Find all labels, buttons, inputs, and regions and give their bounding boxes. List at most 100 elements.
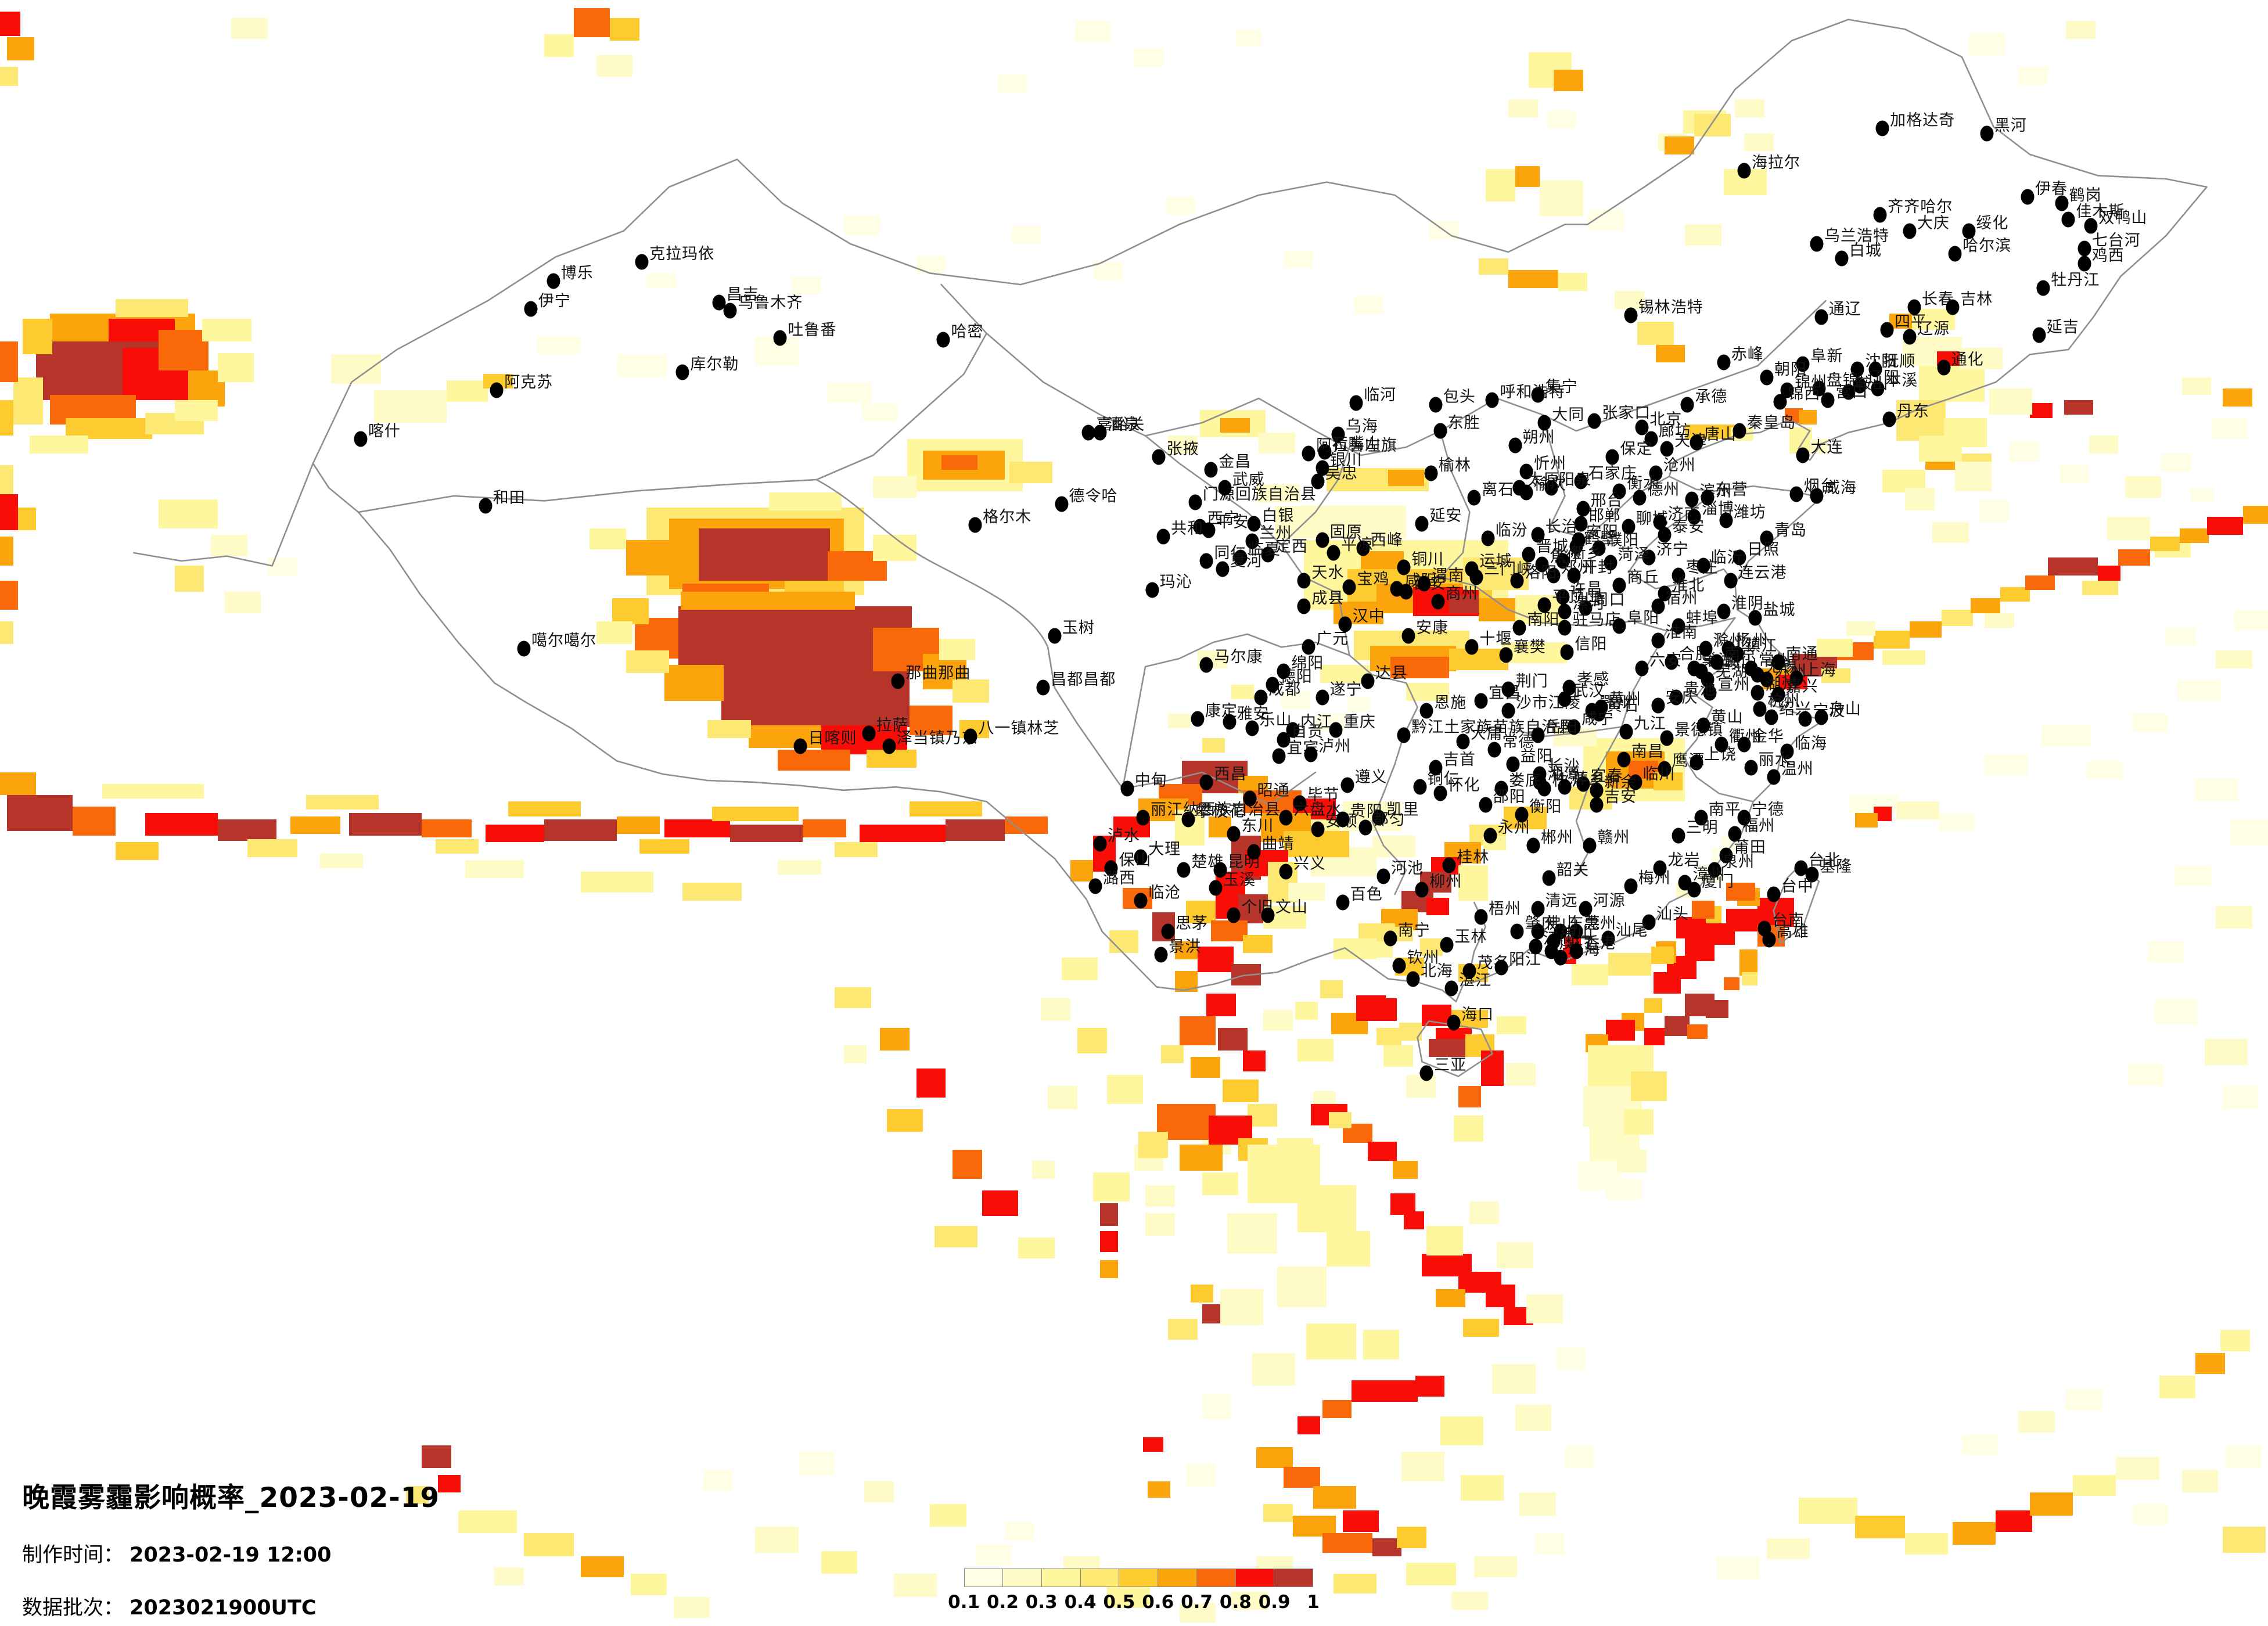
city-label: 保定 [1620,440,1653,458]
city-marker [1576,501,1590,517]
heat-cell [639,839,690,854]
heat-cell [2118,549,2150,566]
city-marker [1508,437,1522,454]
city-label: 东胜 [1447,414,1480,432]
city-marker [547,273,560,289]
heat-cell [1401,1452,1445,1481]
heat-cell [1074,21,1112,42]
heat-cell [1284,250,1313,268]
heat-cell [23,318,52,355]
heat-cell [791,276,821,294]
batch-value: 2023021900UTC [130,1596,317,1620]
city-marker [1444,980,1458,997]
heat-cell [0,621,14,644]
city-label: 潞西 [1103,869,1136,887]
city-marker [1494,959,1508,976]
city-label: 赣州 [1597,829,1630,847]
city-marker [1715,736,1728,753]
city-marker [1810,488,1824,504]
heat-cell [2161,454,2191,472]
city-marker [1429,397,1443,413]
city-label: 吉安 [1604,788,1637,806]
heat-cell [610,17,640,41]
legend: 0.1 0.2 0.3 0.4 0.5 0.6 0.7 0.8 0.9 1 [948,1568,1320,1621]
heat-cell [1106,1585,1150,1609]
heat-cell [1605,1019,1636,1041]
heat-cell [1615,291,1645,309]
heat-cell [2243,505,2268,524]
city-marker [1980,125,1994,142]
city-marker [1764,709,1778,725]
heat-cell [1320,980,1343,999]
heat-cell [1191,1057,1220,1078]
city-label: 淮南 [1665,624,1698,642]
city-marker [1279,864,1293,880]
city-label: 济宁 [1656,541,1689,559]
city-label: 阿克苏 [504,373,553,391]
heat-cell [1372,836,1415,857]
city-label: 百色 [1350,886,1383,904]
city-label: 桂林 [1457,848,1490,866]
city-marker [1678,875,1692,891]
heat-cell [1941,610,1974,626]
heat-cell [6,37,34,60]
heat-cell [1515,166,1540,187]
city-marker [1433,785,1447,801]
city-label: 赤峰 [1731,346,1764,364]
city-marker [1690,434,1703,451]
heat-cell [1256,484,1300,503]
legend-tick: 0.4 [1064,1591,1097,1613]
city-marker [1247,844,1261,860]
city-marker [1510,923,1524,940]
city-marker [1767,886,1781,902]
heat-cell [1665,1016,1690,1036]
heat-cell [1726,883,1756,901]
heat-cell [1816,639,1853,657]
city-marker [1342,579,1356,595]
city-marker [524,301,538,317]
city-label: 安庆 [1665,689,1698,707]
heat-cell [1288,883,1325,901]
city-marker [1304,746,1318,762]
heat-cell [1327,1231,1370,1267]
heat-cell [1004,1521,1034,1540]
heat-cell [2204,1039,2248,1065]
city-label: 承德 [1695,388,1728,406]
city-marker [1302,445,1315,462]
city-marker [1474,909,1488,925]
city-marker [1336,811,1350,828]
heat-cell [116,842,159,861]
heat-cell [590,528,626,550]
heat-cell [508,801,581,816]
city-label: 昭通 [1257,781,1290,800]
city-label: 龙岩 [1667,851,1701,870]
city-label: 基隆 [1820,858,1853,876]
city-label: 阿拉善左旗 [1316,437,1398,455]
city-label: 咸宁 [1582,710,1615,728]
city-label: 大同 [1552,406,1585,424]
city-label: 昌都昌都 [1051,671,1116,689]
city-marker [1431,593,1445,610]
city-marker [1481,530,1495,546]
heat-cell [1242,935,1273,953]
city-marker [882,738,896,754]
city-marker [1558,603,1572,620]
city-label: 八一镇林芝 [978,720,1060,738]
city-marker [1245,720,1259,736]
heat-cell [843,214,880,236]
city-label: 天水 [1311,563,1345,582]
heat-cell [2166,627,2196,646]
city-marker [1266,677,1279,693]
heat-cell [893,1574,937,1597]
city-label: 吉首 [1443,750,1476,769]
city-marker [1419,1065,1433,1081]
city-marker [1653,860,1667,876]
heat-cell [698,528,831,581]
city-marker [1152,449,1166,465]
heat-cell [946,819,1005,841]
heat-cell [0,494,19,530]
city-label: 张掖 [1166,440,1199,458]
heat-cell [2191,488,2214,503]
city-label: 萍乡 [1572,770,1605,789]
heat-cell [1515,1405,1551,1431]
